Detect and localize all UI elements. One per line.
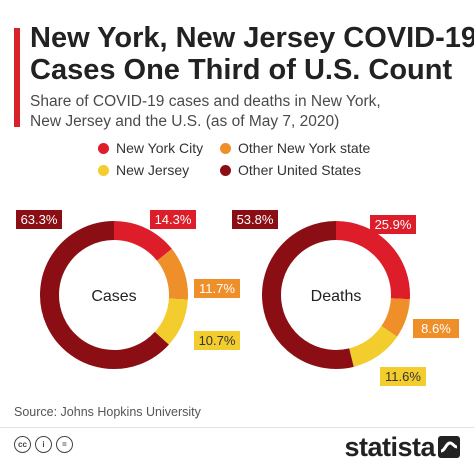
data-label-box <box>194 279 240 298</box>
footer-divider <box>0 427 474 428</box>
data-label-box <box>16 210 62 229</box>
noderivs-icon[interactable]: = <box>56 436 73 453</box>
donut-center-label: Deaths <box>311 288 362 305</box>
data-label-box <box>232 210 278 229</box>
donut-slice-other-united-states <box>262 221 354 369</box>
data-label-box <box>194 331 240 350</box>
donut-slice-new-jersey <box>348 325 398 367</box>
data-label-box <box>380 367 426 386</box>
legend-dot <box>220 142 231 154</box>
subtitle-line-2: New Jersey and the U.S. (as of May 7, 20… <box>30 113 340 130</box>
legend-dot <box>220 164 231 176</box>
legend-label: New York City <box>116 140 204 156</box>
donut-slice-new-york-city <box>335 221 410 300</box>
donut-slice-new-jersey <box>154 298 188 345</box>
data-label-box <box>413 319 459 338</box>
attribution-icon[interactable]: i <box>35 436 52 453</box>
legend-item-new-jersey: New Jersey <box>98 162 189 178</box>
data-label: 10.7% <box>194 331 240 350</box>
source-note: Source: Johns Hopkins University <box>14 405 201 419</box>
data-label-text: 11.6% <box>385 369 421 384</box>
donut-slice-other-new-york-state <box>156 248 188 300</box>
license-icons: cc i = <box>14 436 73 453</box>
legend-item-other-united-states: Other United States <box>220 162 361 178</box>
data-label-text: 14.3% <box>155 212 192 227</box>
data-label: 11.6% <box>380 367 426 386</box>
donut-slice-other-united-states <box>40 221 169 369</box>
data-label-text: 63.3% <box>21 212 58 227</box>
data-label-text: 8.6% <box>421 321 451 336</box>
data-label: 25.9% <box>370 215 416 234</box>
data-label-text: 11.7% <box>199 281 235 296</box>
data-label: 8.6% <box>413 319 459 338</box>
data-label: 14.3% <box>150 210 196 229</box>
data-label-box <box>150 210 196 229</box>
logo-wave-icon <box>438 436 460 458</box>
data-label-box <box>370 215 416 234</box>
title-accent-bar <box>14 28 20 127</box>
data-label-text: 10.7% <box>199 333 236 348</box>
legend-label: Other New York state <box>238 140 371 156</box>
donut-slice-other-new-york-state <box>381 297 410 337</box>
title-line-1: New York, New Jersey COVID-19 <box>30 22 474 54</box>
data-label: 11.7% <box>194 279 240 298</box>
legend-label: New Jersey <box>116 162 190 178</box>
title-line-2: Cases One Third of U.S. Count <box>30 54 453 86</box>
data-label: 63.3% <box>16 210 62 229</box>
statista-logo[interactable]: statista <box>344 427 460 467</box>
data-label-text: 25.9% <box>375 217 412 232</box>
brand-name: statista <box>344 431 435 462</box>
donut-slice-new-york-city <box>113 221 172 262</box>
legend-item-new-york-city: New York City <box>98 140 203 156</box>
donut-center-label: Cases <box>91 288 136 305</box>
data-label-text: 53.8% <box>237 212 274 227</box>
chart-subtitle: Share of COVID-19 cases and deaths in Ne… <box>30 92 450 132</box>
legend-item-other-new-york-state: Other New York state <box>220 140 370 156</box>
subtitle-line-1: Share of COVID-19 cases and deaths in Ne… <box>30 93 381 110</box>
chart-title: New York, New Jersey COVID-19 Cases One … <box>30 22 474 86</box>
cc-icon[interactable]: cc <box>14 436 31 453</box>
legend-label: Other United States <box>238 162 361 178</box>
legend-dot <box>98 164 109 176</box>
data-label: 53.8% <box>232 210 278 229</box>
legend-dot <box>98 142 109 154</box>
